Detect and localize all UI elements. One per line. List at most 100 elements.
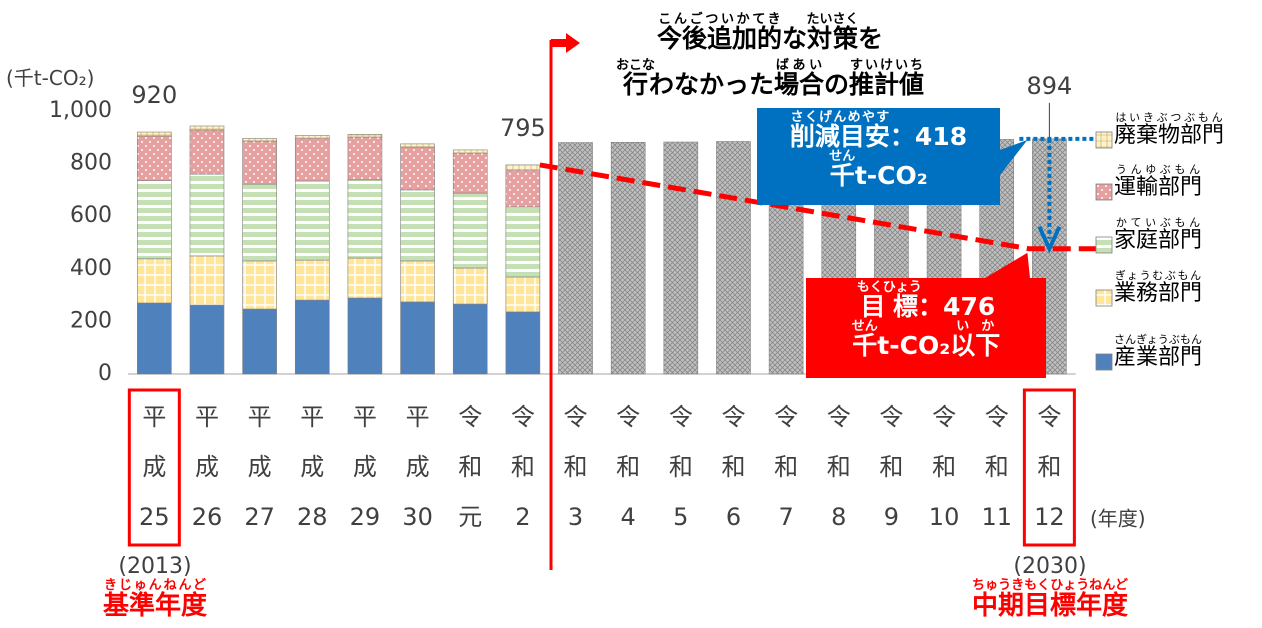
x-tick-label: 11 (981, 503, 1012, 531)
ruby-text: 運輸部門うんゆぶもん (1114, 163, 1203, 200)
projection-bar (610, 141, 646, 375)
x-tick-label: 和 (774, 453, 798, 481)
text-segment: ： (918, 292, 944, 321)
x-tick-label: 9 (884, 503, 899, 531)
x-tick-label: 令 (932, 403, 956, 431)
ruby-reading: もくひょう (856, 280, 922, 295)
bar-segment (505, 276, 541, 313)
x-tick-label: 元 (458, 503, 482, 531)
x-tick-label: 和 (511, 453, 535, 481)
x-tick-label: 和 (564, 453, 588, 481)
ruby-base: 以下 (950, 331, 1001, 360)
y-tick-label: 200 (70, 308, 112, 333)
x-tick-label: 29 (350, 503, 381, 531)
x-tick-label: 平 (406, 403, 430, 431)
x-tick-label: 25 (139, 503, 170, 531)
x-tick-label: 和 (721, 453, 745, 481)
total-label: 795 (500, 114, 546, 142)
text-segment: を (858, 24, 884, 53)
legend-swatch (1095, 236, 1113, 254)
callout-value: 476 (943, 292, 996, 321)
x-tick-label: 7 (778, 503, 793, 531)
legend-name: 廃棄物部門 (1114, 123, 1225, 148)
bar-segment (347, 257, 383, 299)
bar-segment (242, 140, 277, 185)
bar-segment (452, 267, 488, 305)
callout-box: 削減目安さくげんめやす：418 千せんt-CO₂ (757, 108, 1000, 205)
bar-segment (242, 308, 277, 375)
callout-line: 目標もくひょう：476 (806, 280, 1046, 323)
reduction-arrow-head (1037, 225, 1062, 254)
ruby-reading: いか (950, 319, 1001, 334)
x-tick-label: 平 (248, 403, 272, 431)
year-caption: 中期目標年度ちゅうきもくひょうねんど (950, 578, 1150, 622)
ruby-base: 目標 (856, 292, 922, 321)
ruby-text: 業務部門ぎょうむぶもん (1114, 269, 1203, 306)
ruby-reading: きじゅんねんど (102, 578, 207, 593)
bar-segment (189, 304, 225, 375)
ruby-reading: ちゅうきもくひょうねんど (971, 578, 1128, 593)
bar-segment (400, 260, 435, 303)
legend-name: 運輸部門 (1114, 175, 1203, 200)
bar-segment (347, 297, 383, 375)
x-tick-label: 4 (621, 503, 636, 531)
x-tick-label: 2 (515, 503, 530, 531)
x-tick-label: 令 (721, 403, 745, 431)
x-tick-label: 成 (195, 453, 219, 481)
ruby-reading: すいけいち (849, 58, 925, 73)
bar-segment (294, 180, 330, 261)
x-tick-label: 令 (879, 403, 903, 431)
x-tick-label: 成 (406, 453, 430, 481)
text-segment: ： (889, 122, 915, 151)
bar-segment (189, 125, 225, 131)
legend-ruby: うんゆぶもん (1114, 163, 1203, 176)
x-tick-label: 12 (1034, 503, 1065, 531)
ruby-base: 行 (615, 70, 655, 99)
ruby-base: 基準年度 (102, 591, 207, 621)
y-axis-unit: (千t-CO₂) (6, 66, 95, 90)
x-tick-label: 令 (827, 403, 851, 431)
text-segment: の (824, 70, 850, 99)
legend-name: 業務部門 (1114, 281, 1203, 306)
bar-segment (137, 135, 172, 181)
bar-segment (294, 137, 330, 182)
x-tick-label: 平 (195, 403, 219, 431)
legend-swatch (1095, 183, 1113, 201)
x-tick-label: 6 (726, 503, 741, 531)
x-tick-label: 令 (669, 403, 693, 431)
year-label: (2013) (118, 554, 192, 579)
ruby-base: 今後追加的 (656, 24, 782, 53)
x-tick-label: 令 (511, 403, 535, 431)
bar-segment (400, 146, 435, 191)
legend-ruby: はいきぶつぶもん (1114, 111, 1225, 124)
y-tick-label: 0 (98, 361, 112, 386)
bar-segment (137, 180, 172, 260)
ruby-text: 削減目安さくげんめやす (790, 110, 890, 151)
x-tick-label: 3 (568, 503, 583, 531)
target-line (539, 162, 1100, 252)
legend-swatch (1095, 131, 1113, 149)
callout-line: 削減目安さくげんめやす：418 (757, 110, 1000, 153)
x-tick-label: 和 (1037, 453, 1061, 481)
text-segment: わなかった (648, 70, 774, 99)
legend-ruby: ぎょうむぶもん (1114, 269, 1202, 282)
x-tick-label: 成 (248, 453, 272, 481)
x-tick-label: 和 (616, 453, 640, 481)
bar-segment (294, 259, 330, 301)
bar-segment (294, 135, 330, 139)
bar-segment (137, 302, 172, 375)
callout-pointer (985, 252, 1030, 278)
bar-segment (347, 179, 383, 259)
callout-value: 418 (914, 122, 968, 151)
year-highlight (1022, 388, 1076, 547)
x-tick-label: 30 (402, 503, 433, 531)
x-tick-label: 28 (297, 503, 328, 531)
ruby-text: 基準年度きじゅんねんど (102, 578, 207, 621)
x-tick-label: 令 (1037, 403, 1061, 431)
ruby-reading: ばあい (773, 58, 824, 73)
ruby-reading: たいさく (806, 12, 859, 27)
bar-segment (505, 206, 541, 278)
x-tick-label: 令 (458, 403, 482, 431)
legend-label: 家庭部門かていぶもん (1114, 216, 1202, 254)
